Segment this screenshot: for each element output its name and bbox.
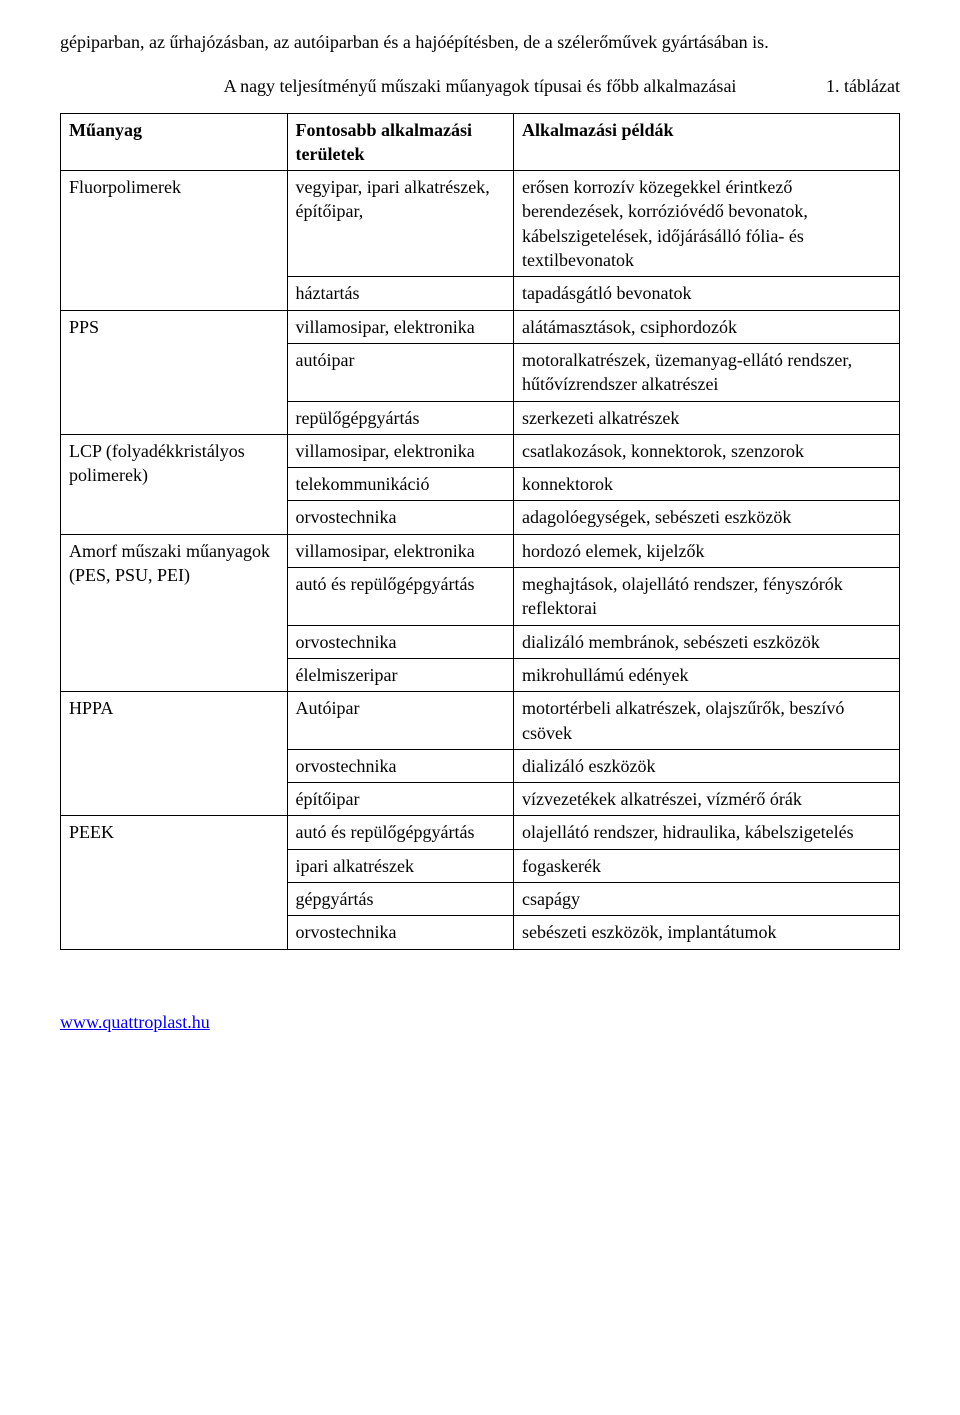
header-areas: Fontosabb alkalmazási területek	[287, 113, 514, 171]
table-row: Amorf műszaki műanyagok (PES, PSU, PEI)v…	[61, 534, 900, 567]
table-row: Fluorpolimerekvegyipar, ipari alkatrésze…	[61, 171, 900, 277]
cell-example: mikrohullámú edények	[514, 658, 900, 691]
cell-area: repülőgépgyártás	[287, 401, 514, 434]
cell-material: PEEK	[61, 816, 288, 949]
cell-area: telekommunikáció	[287, 468, 514, 501]
materials-table: Műanyag Fontosabb alkalmazási területek …	[60, 113, 900, 950]
footer-link[interactable]: www.quattroplast.hu	[60, 1012, 210, 1032]
table-number-label: 1. táblázat	[826, 74, 900, 98]
cell-area: orvostechnika	[287, 501, 514, 534]
cell-area: ipari alkatrészek	[287, 849, 514, 882]
cell-material: Amorf műszaki műanyagok (PES, PSU, PEI)	[61, 534, 288, 691]
cell-material: LCP (folyadékkristályos polimerek)	[61, 434, 288, 534]
cell-example: csapágy	[514, 883, 900, 916]
cell-example: vízvezetékek alkatrészei, vízmérő órák	[514, 783, 900, 816]
cell-example: erősen korrozív közegekkel érintkező ber…	[514, 171, 900, 277]
cell-area: autó és repülőgépgyártás	[287, 816, 514, 849]
cell-example: tapadásgátló bevonatok	[514, 277, 900, 310]
header-examples: Alkalmazási példák	[514, 113, 900, 171]
cell-area: Autóipar	[287, 692, 514, 750]
cell-area: élelmiszeripar	[287, 658, 514, 691]
table-row: HPPAAutóiparmotortérbeli alkatrészek, ol…	[61, 692, 900, 750]
cell-area: építőipar	[287, 783, 514, 816]
cell-area: gépgyártás	[287, 883, 514, 916]
intro-paragraph: gépiparban, az űrhajózásban, az autóipar…	[60, 30, 900, 54]
cell-area: villamosipar, elektronika	[287, 310, 514, 343]
cell-area: vegyipar, ipari alkatrészek, építőipar,	[287, 171, 514, 277]
cell-example: fogaskerék	[514, 849, 900, 882]
cell-example: alátámasztások, csiphordozók	[514, 310, 900, 343]
cell-example: dializáló membránok, sebészeti eszközök	[514, 625, 900, 658]
cell-area: orvostechnika	[287, 749, 514, 782]
cell-example: sebészeti eszközök, implantátumok	[514, 916, 900, 949]
table-header-row: Műanyag Fontosabb alkalmazási területek …	[61, 113, 900, 171]
cell-example: adagolóegységek, sebészeti eszközök	[514, 501, 900, 534]
cell-example: motoralkatrészek, üzemanyag-ellátó rends…	[514, 343, 900, 401]
cell-example: szerkezeti alkatrészek	[514, 401, 900, 434]
cell-example: motortérbeli alkatrészek, olajszűrők, be…	[514, 692, 900, 750]
cell-area: orvostechnika	[287, 916, 514, 949]
cell-area: háztartás	[287, 277, 514, 310]
cell-example: olajellátó rendszer, hidraulika, kábelsz…	[514, 816, 900, 849]
cell-area: villamosipar, elektronika	[287, 534, 514, 567]
table-row: PPSvillamosipar, elektronikaalátámasztás…	[61, 310, 900, 343]
cell-example: hordozó elemek, kijelzők	[514, 534, 900, 567]
table-caption-container: 1. táblázat A nagy teljesítményű műszaki…	[60, 74, 900, 98]
cell-area: autó és repülőgépgyártás	[287, 568, 514, 626]
cell-area: orvostechnika	[287, 625, 514, 658]
header-material: Műanyag	[61, 113, 288, 171]
cell-material: PPS	[61, 310, 288, 434]
cell-material: HPPA	[61, 692, 288, 816]
table-caption: A nagy teljesítményű műszaki műanyagok t…	[60, 74, 900, 98]
cell-example: meghajtások, olajellátó rendszer, fénysz…	[514, 568, 900, 626]
cell-area: villamosipar, elektronika	[287, 434, 514, 467]
table-body: Fluorpolimerekvegyipar, ipari alkatrésze…	[61, 171, 900, 949]
cell-example: dializáló eszközök	[514, 749, 900, 782]
table-head: Műanyag Fontosabb alkalmazási területek …	[61, 113, 900, 171]
cell-example: csatlakozások, konnektorok, szenzorok	[514, 434, 900, 467]
cell-example: konnektorok	[514, 468, 900, 501]
cell-material: Fluorpolimerek	[61, 171, 288, 310]
cell-area: autóipar	[287, 343, 514, 401]
footer-link-container: www.quattroplast.hu	[60, 1010, 900, 1034]
table-row: LCP (folyadékkristályos polimerek)villam…	[61, 434, 900, 467]
table-row: PEEKautó és repülőgépgyártásolajellátó r…	[61, 816, 900, 849]
